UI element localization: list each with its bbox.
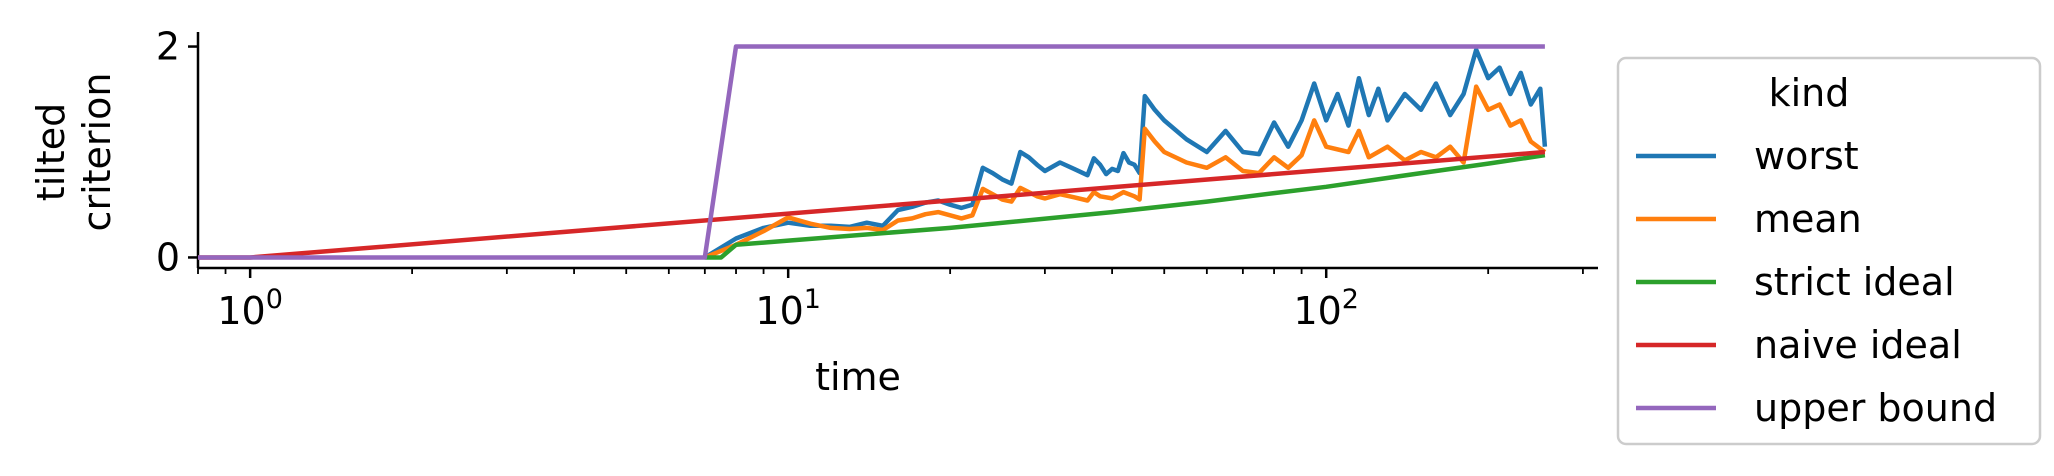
series-line-mean xyxy=(703,84,1547,260)
y-tick-label: 0 xyxy=(156,235,180,279)
y-tick-label: 2 xyxy=(156,25,180,69)
y-axis-title-line: criterion xyxy=(75,73,119,232)
legend-label-upper-bound: upper bound xyxy=(1754,386,1997,430)
series-layer xyxy=(198,44,1548,260)
legend-label-naive-ideal: naive ideal xyxy=(1754,323,1962,367)
x-axis-title: time xyxy=(815,355,901,399)
axes: 0 2 100 101 102 time tilted criterion xyxy=(29,25,1598,399)
legend-box xyxy=(1616,56,2042,446)
series-line-strict-ideal xyxy=(704,152,1546,260)
legend-label-strict-ideal: strict ideal xyxy=(1754,260,1955,304)
legend-label-worst: worst xyxy=(1754,134,1859,178)
series-line-naive-ideal xyxy=(198,149,1546,260)
legend-title: kind xyxy=(1769,71,1850,115)
legend: kind worst mean strict ideal naive ideal uppe… xyxy=(1616,56,2042,446)
x-tick-label: 100 xyxy=(217,284,283,333)
x-tick-label: 101 xyxy=(755,284,821,333)
legend-label-mean: mean xyxy=(1754,197,1862,241)
y-axis-title: tilted criterion xyxy=(29,73,119,232)
y-axis-title-line: tilted xyxy=(29,103,73,201)
series-line-upper-bound xyxy=(198,44,1545,260)
x-tick-label: 102 xyxy=(1293,284,1359,333)
